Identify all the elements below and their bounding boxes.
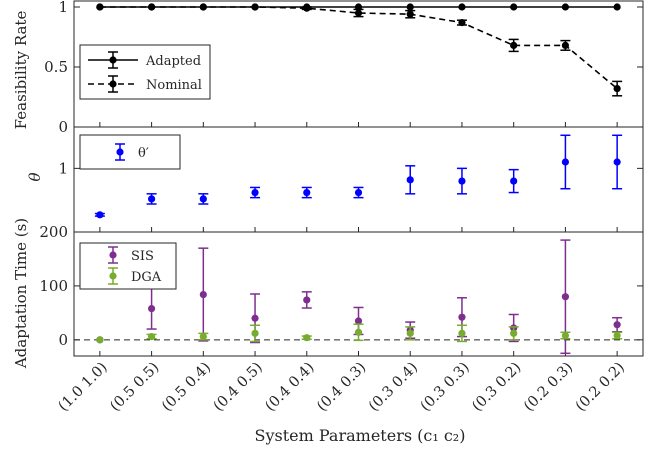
panel-3-series-2-point [613,331,621,340]
legend-theta [79,134,181,170]
panel-1-series-2-point [613,85,621,93]
x-tick-label: (0.5 0.5) [107,360,162,415]
panel-2-series-1-point [406,176,414,184]
x-tick-label: (0.3 0.3) [418,360,473,415]
panel-3-ytick-label: 0 [58,331,68,349]
panel-2-series-1-point [510,177,518,185]
panel-3-series-2-point [303,334,311,342]
panel-1-ytick-label: 0.5 [44,58,68,76]
x-tick-label: (0.3 0.2) [469,360,524,415]
panel-3-series-1-point [458,313,466,321]
panel-3-series-1-point [251,314,259,322]
x-tick-label: (0.2 0.2) [573,360,628,415]
panel-1-series-1-point [510,3,518,11]
legend-adapted-label: Adapted [145,54,201,69]
panel-3-series-2-point [510,329,518,337]
panel-1-series-2-point [96,3,104,11]
x-tick-label: (0.2 0.3) [521,360,576,415]
panel-1-series-1-point [613,3,621,11]
panel-2-series-1-point [303,188,311,197]
panel-1-series-2-point [303,4,311,12]
panel-1-series-1-point [458,3,466,11]
legend-theta-prime-swatch-marker [116,148,124,156]
panel-1-series-2-point [251,3,259,11]
panel-1-series-2-point [458,19,466,27]
legend-sis-swatch-marker [109,251,117,259]
legend-theta-prime-label: θ′ [138,146,149,161]
panel-3-series-1-point [613,321,621,329]
panel-2-series-1-point [251,188,259,197]
panel-3-ylabel: Adaptation Time (s) [12,218,30,369]
panel-3-ytick-label: 100 [39,277,68,295]
panel-1-series-2-point [510,41,518,50]
x-tick-label: (0.5 0.4) [159,360,214,415]
panel-2-series-1-point [561,158,570,166]
x-tick-label: (0.4 0.5) [211,360,266,415]
panel-2-series-1-point [96,211,104,219]
panel-1-series-2-point [406,10,414,18]
legend-feasibility [79,44,211,100]
panel-3-series-2-point [251,329,259,337]
panel-3-series-2-point [147,332,156,341]
panel-3-ytick-label: 200 [39,223,68,241]
panel-3-series-1-point [354,317,363,325]
panel-3-series-1-point [147,304,156,313]
panel-1-ytick-label: 0 [58,118,68,136]
panel-2-ylabel: θ [26,172,44,181]
panel-2-series-1-point [354,188,363,197]
legend-dga-label: DGA [131,270,162,285]
x-tick-label: (0.3 0.4) [366,360,421,415]
panel-2-series-1-point [147,195,156,203]
x-tick-label: (0.4 0.3) [314,360,369,415]
panel-1-ytick-label: 1 [58,0,68,16]
panel-1-series-1-point [561,3,570,11]
legend-nominal-swatch-marker [109,80,117,88]
legend-adaptation [79,242,177,290]
panel-2-series-1-point [613,158,621,166]
panel-1-series-2-point [147,3,156,11]
legend-dga-swatch-marker [109,272,117,280]
legend-nominal-label: Nominal [146,78,202,93]
panel-3-series-1-point [561,293,570,301]
panel-2-series-1-point [199,195,207,203]
panel-3-series-2-point [96,336,104,344]
panel-3-series-1-point [199,290,207,299]
panel-3-series-2-point [354,328,363,336]
legend-sis-label: SIS [131,249,154,264]
panel-1-series-2-point [561,41,570,50]
x-tick-label: (1.0 1.0) [56,360,111,415]
panel-3-series-2-point [406,329,414,337]
panel-2-ytick-label: 1 [58,159,68,177]
panel-3-series-1-point [303,296,311,304]
panel-3-series-2-point [561,331,570,340]
legend-adapted-swatch-marker [109,56,117,64]
x-axis-label: System Parameters (c₁ c₂) [255,426,466,445]
panel-1-ylabel: Feasibility Rate [12,11,30,130]
panel-2-series-1-point [458,177,466,185]
x-tick-label: (0.4 0.4) [262,360,317,415]
panel-1-series-2-point [354,9,363,17]
panel-3-series-2-point [199,332,207,341]
panel-1-series-1-point [406,3,414,11]
panel-1-series-2-point [199,3,207,11]
panel-3-series-2-point [458,329,466,337]
